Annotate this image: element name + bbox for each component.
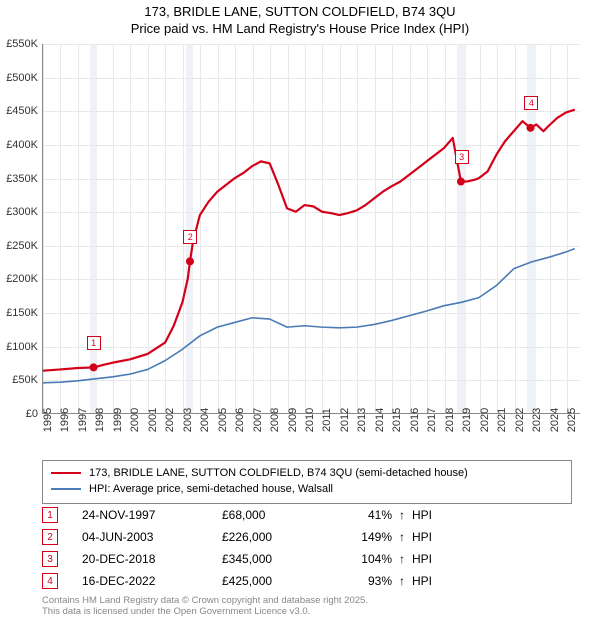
x-tick-label: 1996 xyxy=(59,408,71,432)
sale-marker-dot xyxy=(526,124,534,132)
x-tick-label: 2010 xyxy=(304,408,316,432)
sale-pct: 41% xyxy=(332,508,392,522)
sale-row: 1 24-NOV-1997£68,00041%↑HPI xyxy=(42,504,572,526)
sale-pct: 104% xyxy=(332,552,392,566)
x-tick-label: 2021 xyxy=(496,408,508,432)
x-tick-label: 2003 xyxy=(182,408,194,432)
y-tick-label: £300K xyxy=(6,206,38,218)
footer-line-2: This data is licensed under the Open Gov… xyxy=(42,607,572,618)
legend-swatch xyxy=(51,472,81,474)
x-tick-label: 2025 xyxy=(566,408,578,432)
title-line-1: 173, BRIDLE LANE, SUTTON COLDFIELD, B74 … xyxy=(0,4,600,21)
sale-number-box: 2 xyxy=(42,529,58,545)
x-tick-label: 2022 xyxy=(514,408,526,432)
x-tick-label: 2014 xyxy=(374,408,386,432)
title-line-2: Price paid vs. HM Land Registry's House … xyxy=(0,21,600,38)
sale-marker-dot xyxy=(186,257,194,265)
sale-price: £345,000 xyxy=(222,552,332,566)
x-tick-label: 2011 xyxy=(321,408,333,432)
chart-container: 173, BRIDLE LANE, SUTTON COLDFIELD, B74 … xyxy=(0,0,600,620)
y-tick-label: £50K xyxy=(12,374,38,386)
sale-pct: 149% xyxy=(332,530,392,544)
sale-date: 24-NOV-1997 xyxy=(82,508,222,522)
legend-item: 173, BRIDLE LANE, SUTTON COLDFIELD, B74 … xyxy=(51,465,563,481)
x-tick-label: 1997 xyxy=(77,408,89,432)
sale-row: 2 04-JUN-2003£226,000149%↑HPI xyxy=(42,526,572,548)
up-arrow-icon: ↑ xyxy=(392,552,412,566)
x-tick-label: 2013 xyxy=(356,408,368,432)
y-tick-label: £200K xyxy=(6,273,38,285)
sale-marker-dot xyxy=(457,178,465,186)
x-tick-label: 2017 xyxy=(426,408,438,432)
y-tick-label: £500K xyxy=(6,72,38,84)
sale-marker-dot xyxy=(90,363,98,371)
sale-number-box: 1 xyxy=(42,507,58,523)
x-tick-label: 2004 xyxy=(199,408,211,432)
y-tick-label: £150K xyxy=(6,307,38,319)
sale-date: 20-DEC-2018 xyxy=(82,552,222,566)
title-block: 173, BRIDLE LANE, SUTTON COLDFIELD, B74 … xyxy=(0,0,600,40)
y-axis: £0£50K£100K£150K£200K£250K£300K£350K£400… xyxy=(0,44,40,414)
series-line xyxy=(43,249,575,383)
x-tick-label: 2024 xyxy=(549,408,561,432)
y-tick-label: £400K xyxy=(6,139,38,151)
sale-marker-box: 2 xyxy=(183,230,197,244)
sale-date: 04-JUN-2003 xyxy=(82,530,222,544)
x-tick-label: 2023 xyxy=(531,408,543,432)
sale-date: 16-DEC-2022 xyxy=(82,574,222,588)
x-axis: 1995199619971998199920002001200220032004… xyxy=(42,414,580,460)
sale-price: £226,000 xyxy=(222,530,332,544)
x-tick-label: 2007 xyxy=(252,408,264,432)
sale-marker-box: 4 xyxy=(524,96,538,110)
footer: Contains HM Land Registry data © Crown c… xyxy=(42,596,572,618)
x-tick-label: 2018 xyxy=(444,408,456,432)
y-tick-label: £350K xyxy=(6,173,38,185)
legend-swatch xyxy=(51,488,81,490)
x-tick-label: 1998 xyxy=(94,408,106,432)
plot-area: 1 2 3 4 xyxy=(42,44,580,414)
x-tick-label: 2019 xyxy=(461,408,473,432)
sale-row: 3 20-DEC-2018£345,000104%↑HPI xyxy=(42,548,572,570)
x-tick-label: 2001 xyxy=(147,408,159,432)
y-tick-label: £100K xyxy=(6,341,38,353)
chart-svg xyxy=(43,44,580,413)
sale-price: £68,000 xyxy=(222,508,332,522)
x-tick-label: 2005 xyxy=(217,408,229,432)
x-tick-label: 2015 xyxy=(391,408,403,432)
sale-marker-box: 1 xyxy=(87,336,101,350)
x-tick-label: 2008 xyxy=(269,408,281,432)
legend-label: HPI: Average price, semi-detached house,… xyxy=(89,483,333,495)
up-arrow-icon: ↑ xyxy=(392,530,412,544)
legend: 173, BRIDLE LANE, SUTTON COLDFIELD, B74 … xyxy=(42,460,572,504)
sale-number-box: 3 xyxy=(42,551,58,567)
sale-pct: 93% xyxy=(332,574,392,588)
up-arrow-icon: ↑ xyxy=(392,574,412,588)
sale-price: £425,000 xyxy=(222,574,332,588)
x-tick-label: 2000 xyxy=(129,408,141,432)
sale-row: 4 16-DEC-2022£425,00093%↑HPI xyxy=(42,570,572,592)
sale-hpi-suffix: HPI xyxy=(412,530,572,544)
x-tick-label: 2016 xyxy=(409,408,421,432)
sale-hpi-suffix: HPI xyxy=(412,508,572,522)
x-tick-label: 2012 xyxy=(339,408,351,432)
sale-marker-box: 3 xyxy=(455,150,469,164)
sale-hpi-suffix: HPI xyxy=(412,574,572,588)
x-tick-label: 2002 xyxy=(164,408,176,432)
x-tick-label: 2009 xyxy=(287,408,299,432)
up-arrow-icon: ↑ xyxy=(392,508,412,522)
sale-hpi-suffix: HPI xyxy=(412,552,572,566)
sales-table: 124-NOV-1997£68,00041%↑HPI204-JUN-2003£2… xyxy=(42,504,572,592)
x-tick-label: 2020 xyxy=(479,408,491,432)
x-tick-label: 2006 xyxy=(234,408,246,432)
x-tick-label: 1999 xyxy=(112,408,124,432)
y-tick-label: £450K xyxy=(6,105,38,117)
x-tick-label: 1995 xyxy=(42,408,54,432)
y-tick-label: £0 xyxy=(26,408,38,420)
legend-label: 173, BRIDLE LANE, SUTTON COLDFIELD, B74 … xyxy=(89,467,468,479)
legend-item: HPI: Average price, semi-detached house,… xyxy=(51,481,563,497)
y-tick-label: £250K xyxy=(6,240,38,252)
series-line xyxy=(43,110,575,371)
y-tick-label: £550K xyxy=(6,38,38,50)
sale-number-box: 4 xyxy=(42,573,58,589)
